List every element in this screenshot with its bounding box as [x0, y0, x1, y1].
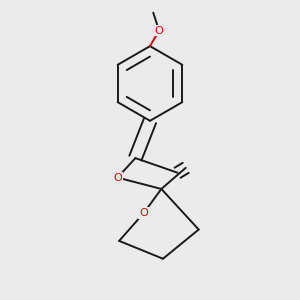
Text: O: O	[113, 172, 122, 183]
Text: O: O	[139, 208, 148, 218]
Text: O: O	[155, 26, 164, 36]
